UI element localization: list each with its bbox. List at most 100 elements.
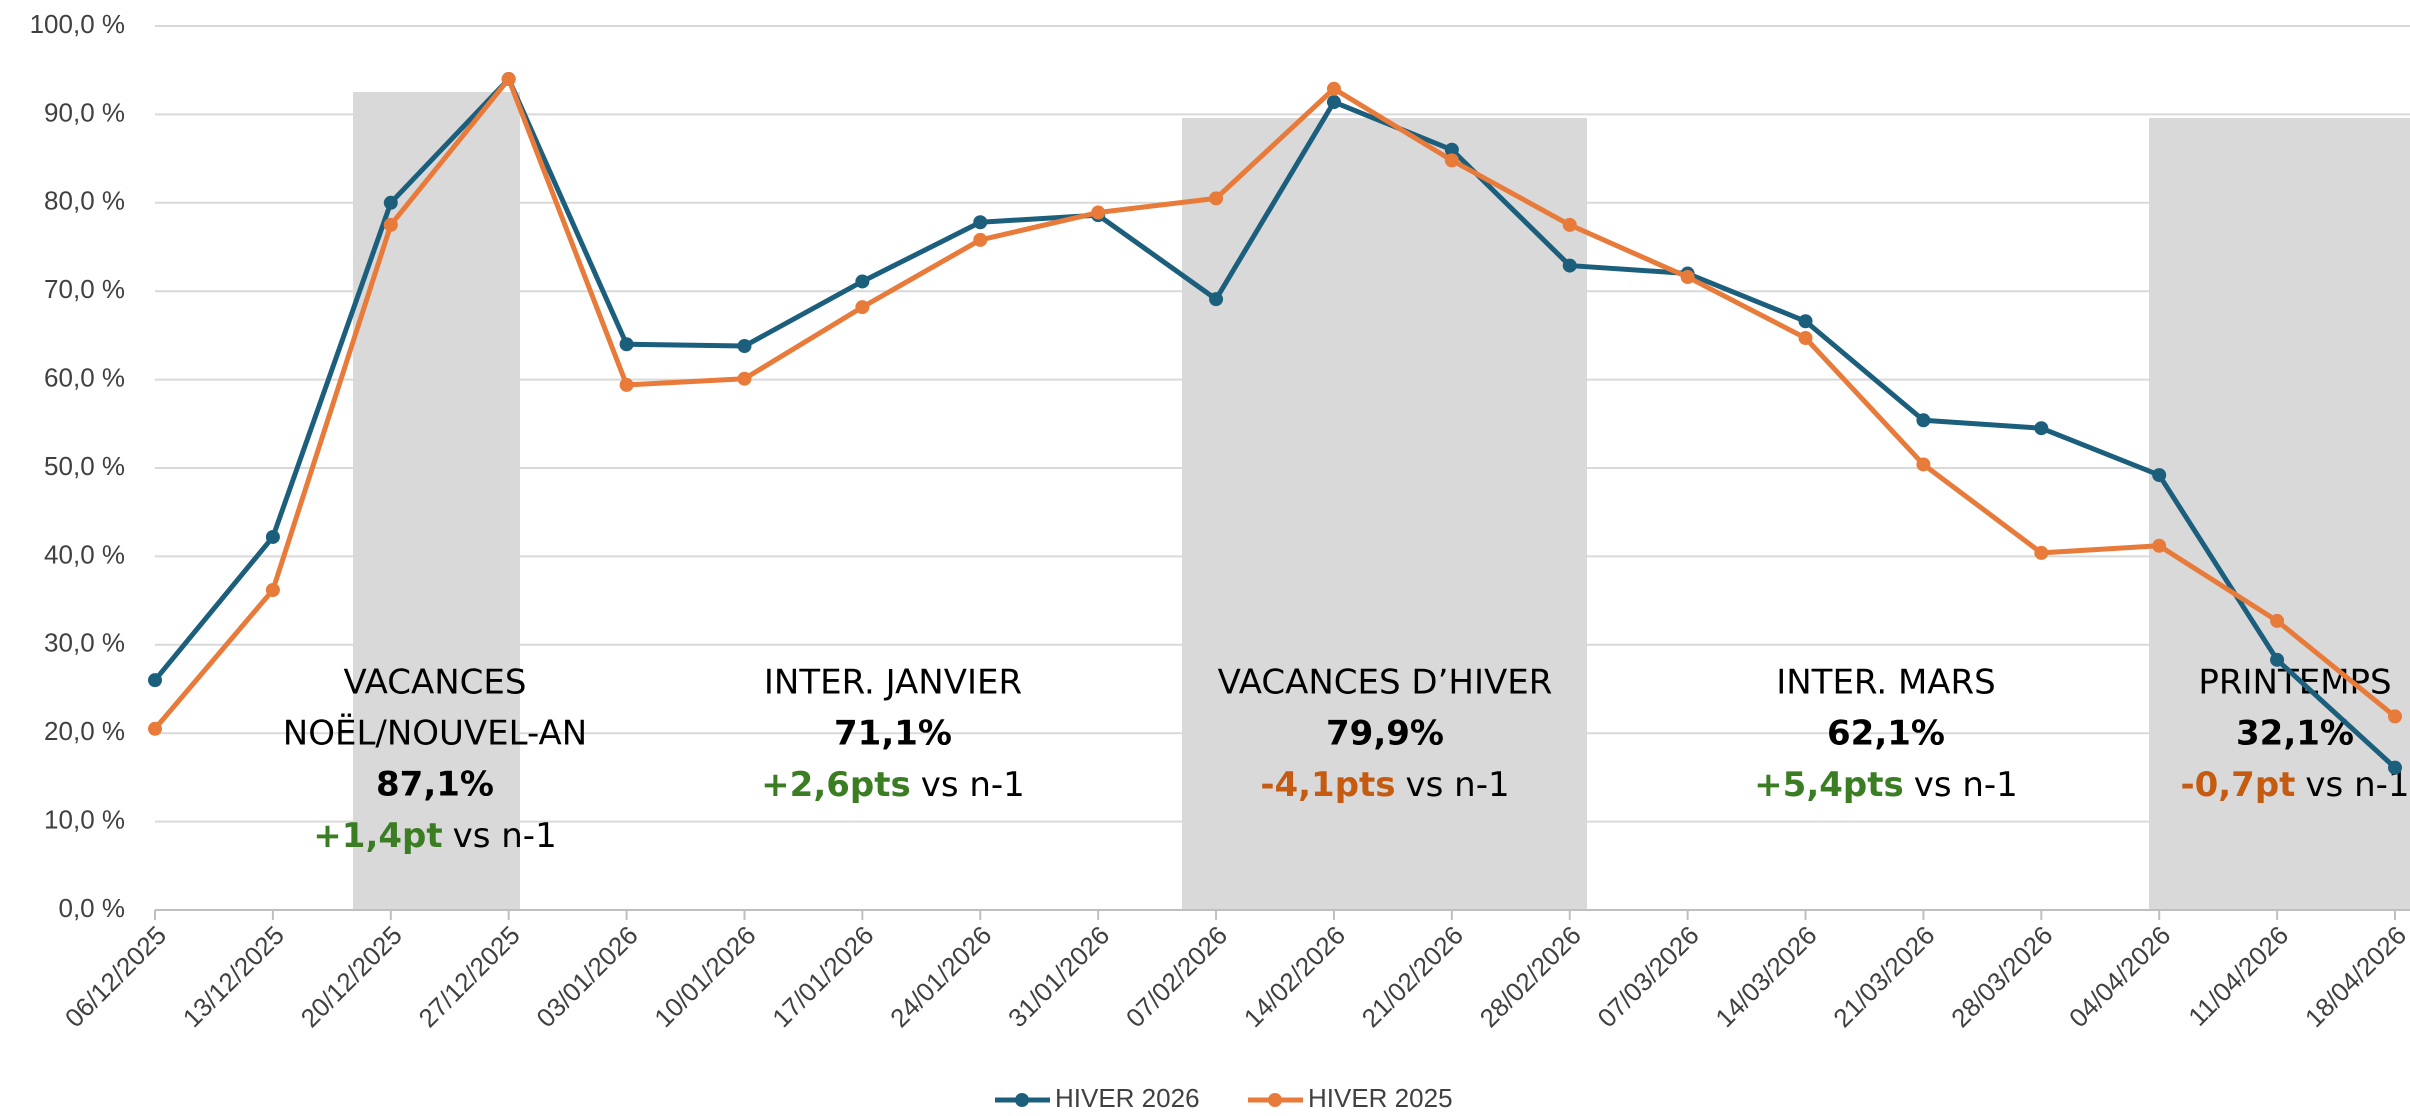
period-rate: 79,9%: [1326, 714, 1444, 754]
delta-suffix: vs n-1: [1406, 765, 1510, 805]
x-tick-label: 07/03/2026: [1591, 920, 1704, 1033]
y-tick-label: 10,0 %: [44, 804, 125, 834]
period-label: INTER. JANVIER: [764, 663, 1022, 703]
data-point: [265, 529, 280, 544]
delta-value: -4,1pts: [1260, 765, 1395, 805]
x-tick-label: 31/01/2026: [1002, 920, 1115, 1033]
data-point: [148, 721, 162, 736]
x-tick-label: 20/12/2025: [295, 920, 408, 1033]
data-point: [619, 377, 634, 392]
y-tick-label: 30,0 %: [44, 628, 125, 658]
data-point: [1444, 142, 1459, 157]
period-label: VACANCES D’HIVER: [1218, 663, 1553, 703]
delta-value: +1,4pt: [313, 816, 442, 856]
period-label: VACANCES: [344, 663, 527, 703]
x-tick-label: 13/12/2025: [177, 920, 290, 1033]
x-tick-label: 07/02/2026: [1120, 920, 1233, 1033]
period-rate: 32,1%: [2236, 714, 2354, 754]
data-point: [148, 673, 162, 688]
delta-value: +2,6pts: [761, 765, 911, 805]
data-point: [2270, 652, 2285, 667]
data-point: [737, 371, 752, 386]
data-point: [1916, 457, 1931, 472]
data-point: [737, 339, 752, 354]
x-tick-label: 17/01/2026: [766, 920, 879, 1033]
data-point: [2388, 709, 2402, 724]
y-tick-label: 80,0 %: [44, 186, 125, 216]
period-label: PRINTEMPS: [2198, 663, 2391, 703]
legend-marker: [1015, 1093, 1029, 1107]
data-point: [619, 337, 634, 352]
x-tick-label: 28/02/2026: [1474, 920, 1587, 1033]
x-tick-label: 14/02/2026: [1238, 920, 1351, 1033]
period-delta: +5,4pts vs n-1: [1754, 765, 2018, 805]
period-delta: +1,4pt vs n-1: [313, 816, 556, 856]
data-point: [1326, 81, 1341, 96]
period-delta: +2,6pts vs n-1: [761, 765, 1025, 805]
period-band: [1182, 118, 1587, 910]
delta-suffix: vs n-1: [1914, 765, 2018, 805]
data-point: [855, 274, 870, 289]
data-point: [1209, 191, 1224, 206]
x-tick-label: 06/12/2025: [59, 920, 172, 1033]
y-tick-label: 50,0 %: [44, 451, 125, 481]
data-point: [1562, 258, 1577, 273]
delta-value: -0,7pt: [2180, 765, 2295, 805]
data-point: [2034, 545, 2049, 560]
data-point: [1680, 270, 1695, 285]
series-line: [153, 76, 2397, 731]
data-point: [501, 72, 516, 87]
delta-suffix: vs n-1: [921, 765, 1025, 805]
legend-label: HIVER 2026: [1055, 1083, 1200, 1113]
delta-value: +5,4pts: [1754, 765, 1904, 805]
data-point: [1562, 217, 1577, 232]
data-point: [973, 215, 988, 230]
x-tick-label: 10/01/2026: [648, 920, 761, 1033]
data-point: [2034, 421, 2049, 436]
x-tick-label: 03/01/2026: [530, 920, 643, 1033]
legend-marker: [1268, 1093, 1282, 1107]
x-tick-label: 21/03/2026: [1827, 920, 1940, 1033]
data-point: [2152, 538, 2167, 553]
data-point: [973, 232, 988, 247]
data-point: [2388, 760, 2402, 775]
period-rate: 87,1%: [376, 765, 494, 805]
data-point: [2152, 468, 2167, 483]
y-tick-label: 40,0 %: [44, 539, 125, 569]
data-point: [1091, 205, 1106, 220]
data-point: [855, 300, 870, 315]
y-tick-label: 0,0 %: [59, 893, 126, 923]
delta-suffix: vs n-1: [453, 816, 557, 856]
period-label: INTER. MARS: [1776, 663, 1996, 703]
legend-label: HIVER 2025: [1308, 1083, 1453, 1113]
data-point: [1209, 292, 1224, 307]
x-tick-label: 11/04/2026: [2182, 920, 2294, 1032]
data-point: [383, 217, 398, 232]
data-point: [1798, 331, 1813, 346]
data-point: [2270, 613, 2285, 628]
y-tick-label: 100,0 %: [30, 9, 125, 39]
period-label: NOËL/NOUVEL-AN: [283, 714, 587, 754]
x-tick-label: 28/03/2026: [1945, 920, 2058, 1033]
period-band: [2149, 118, 2410, 910]
y-tick-label: 90,0 %: [44, 97, 125, 127]
period-delta: -0,7pt vs n-1: [2180, 765, 2409, 805]
data-point: [265, 582, 280, 597]
x-tick-label: 24/01/2026: [884, 920, 997, 1033]
data-point: [1798, 314, 1813, 329]
x-tick-label: 18/04/2026: [2299, 920, 2410, 1033]
y-tick-label: 20,0 %: [44, 716, 125, 746]
period-rate: 62,1%: [1827, 714, 1945, 754]
x-tick-label: 04/04/2026: [2063, 920, 2176, 1033]
data-point: [383, 195, 398, 210]
y-tick-label: 70,0 %: [44, 274, 125, 304]
period-rate: 71,1%: [834, 714, 952, 754]
x-tick-label: 14/03/2026: [1709, 920, 1822, 1033]
data-point: [1444, 153, 1459, 168]
data-point: [1916, 413, 1931, 428]
period-delta: -4,1pts vs n-1: [1260, 765, 1509, 805]
data-point: [1326, 95, 1341, 110]
y-tick-label: 60,0 %: [44, 362, 125, 392]
x-tick-label: 21/02/2026: [1356, 920, 1469, 1033]
